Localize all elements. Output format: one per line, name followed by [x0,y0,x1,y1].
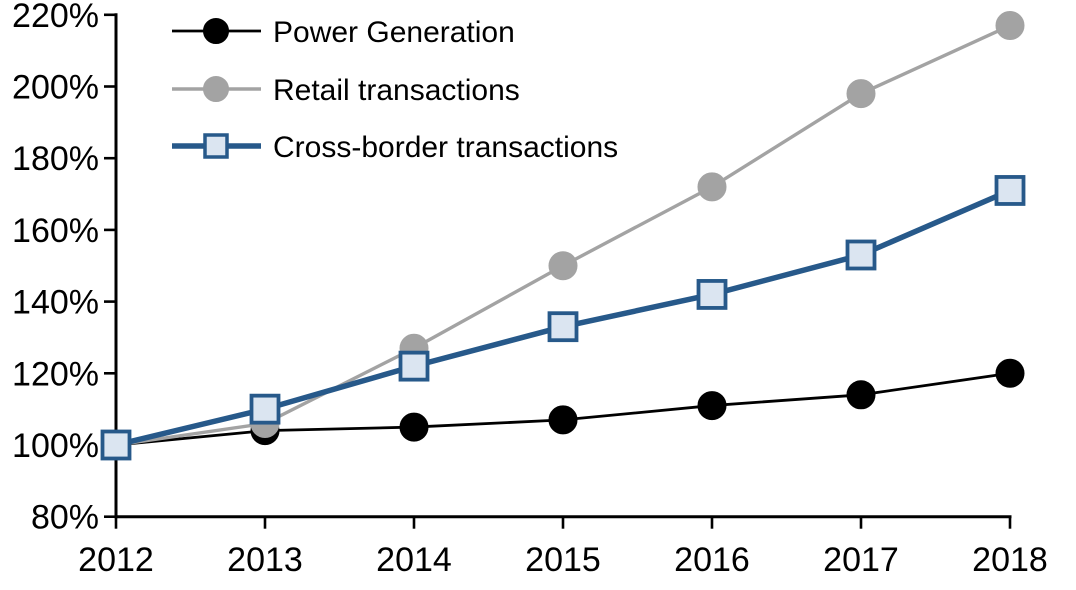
x-tick-label: 2018 [972,541,1048,579]
legend-marker-cross-border-transactions [203,133,229,159]
legend-marker-retail-transactions [203,76,229,102]
x-tick-label: 2013 [227,541,303,579]
data-point-power-generation [399,412,429,442]
data-point-cross-border-transactions [994,175,1026,206]
data-point-retail-transactions [697,172,727,202]
y-tick-label: 140% [12,284,99,322]
data-point-power-generation [846,380,876,410]
data-point-retail-transactions [846,79,876,109]
data-point-power-generation [995,358,1025,388]
data-point-cross-border-transactions [547,311,579,343]
legend-label-cross-border-transactions: Cross-border transactions [273,131,618,164]
data-point-cross-border-transactions [696,279,728,310]
legend-label-power-generation: Power Generation [273,16,515,49]
data-point-cross-border-transactions [249,393,281,425]
legend-label-retail-transactions: Retail transactions [273,74,520,107]
x-tick-label: 2016 [674,541,750,579]
x-tick-label: 2015 [525,541,601,579]
data-point-power-generation [548,405,578,435]
y-tick-label: 100% [12,427,99,465]
legend-marker-power-generation [203,18,229,44]
data-point-power-generation [697,391,727,421]
y-tick-label: 160% [12,212,99,250]
x-tick-label: 2012 [78,541,154,579]
data-point-retail-transactions [548,251,578,281]
data-point-cross-border-transactions [845,239,877,271]
data-point-cross-border-transactions [100,429,132,461]
y-tick-label: 220% [12,0,99,35]
y-tick-label: 120% [12,355,99,393]
x-tick-label: 2014 [376,541,452,579]
x-tick-label: 2017 [823,541,899,579]
data-point-retail-transactions [995,11,1025,41]
y-tick-label: 180% [12,140,99,178]
y-tick-label: 200% [12,69,99,107]
data-point-cross-border-transactions [398,350,430,382]
y-tick-label: 80% [31,499,99,537]
